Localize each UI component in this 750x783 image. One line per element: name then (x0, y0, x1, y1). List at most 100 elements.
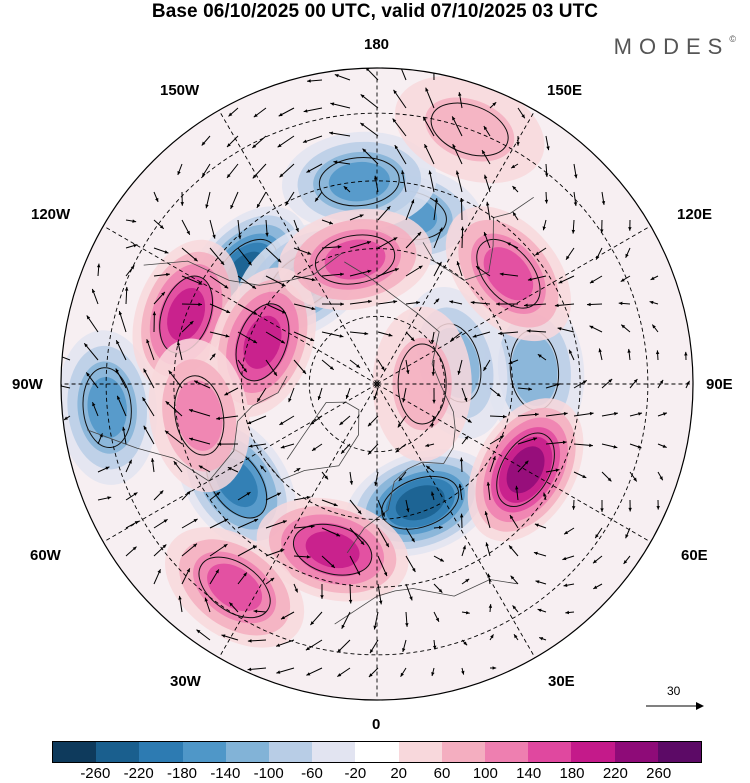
wind-arrow (563, 583, 575, 587)
wind-arrow (459, 513, 464, 529)
wind-arrow (506, 242, 519, 249)
wind-arrow (573, 163, 578, 179)
wind-arrow (164, 430, 183, 445)
wind-arrow (629, 443, 642, 449)
colorbar-swatch (182, 742, 226, 762)
wind-arrow (221, 634, 239, 641)
positive-anomaly (208, 267, 317, 418)
wind-arrow (85, 372, 99, 389)
wind-arrow (481, 149, 491, 165)
wind-arrow (237, 491, 251, 501)
wind-arrow (115, 368, 127, 389)
colorbar-swatch (139, 742, 183, 762)
wind-arrow (321, 245, 342, 249)
colorbar (52, 741, 702, 763)
colorbar-tick-label: 20 (390, 765, 407, 782)
wind-arrow (512, 605, 519, 613)
wind-arrow (153, 490, 164, 501)
wind-arrow (489, 435, 505, 445)
wind-arrow (349, 241, 372, 249)
wind-arrow (402, 639, 407, 653)
wind-arrow (629, 378, 638, 389)
wind-arrow (405, 499, 410, 513)
wind-arrow (341, 611, 351, 629)
wind-arrow (125, 219, 137, 223)
wind-arrow (293, 359, 307, 375)
wind-arrow (307, 79, 323, 83)
wind-arrow (279, 415, 295, 426)
wind-arrow (168, 370, 183, 389)
wind-arrow (280, 611, 295, 620)
wind-arrow (302, 135, 323, 143)
wind-arrow (237, 275, 257, 290)
wind-arrow (424, 143, 435, 165)
wind-arrow (237, 219, 242, 240)
colorbar-swatch (53, 742, 97, 762)
wind-arrow (651, 324, 659, 333)
wind-arrow (512, 185, 519, 193)
wind-arrow (265, 219, 269, 237)
wind-arrow (153, 291, 166, 305)
wind-arrow (517, 412, 539, 417)
wind-arrow (321, 527, 341, 537)
wind-arrow (180, 191, 184, 206)
wind-arrow (430, 415, 435, 428)
colorbar-tick-label: 260 (646, 765, 672, 782)
wind-arrow (377, 527, 390, 548)
wind-arrow (265, 577, 275, 585)
wind-arrow (433, 227, 443, 249)
wind-arrow (593, 583, 603, 590)
wind-arrow (247, 415, 267, 425)
wind-arrow (209, 569, 220, 585)
wind-arrow (657, 379, 664, 389)
wind-arrow (367, 415, 379, 427)
wind-arrow (517, 387, 533, 391)
wind-arrow (571, 499, 576, 510)
wind-arrow (278, 107, 295, 117)
negative-anomaly (345, 449, 496, 557)
wind-arrow (562, 555, 575, 561)
wind-arrow (433, 198, 439, 221)
wind-arrow (373, 175, 379, 193)
wind-arrow (451, 116, 463, 137)
wind-arrow (405, 359, 410, 375)
wind-arrow (340, 443, 351, 455)
wind-arrow (422, 116, 435, 137)
wind-arrow (657, 412, 668, 417)
wind-arrow (377, 499, 386, 517)
lon-label-180: 180 (364, 36, 390, 53)
wind-arrow (153, 544, 167, 557)
wind-arrow (573, 471, 587, 479)
colorbar-tick-label: 180 (559, 765, 585, 782)
wind-arrow (517, 107, 526, 119)
wind-arrow (337, 639, 351, 653)
wind-arrow (227, 466, 239, 473)
wind-arrow (377, 236, 398, 249)
wind-arrow (650, 275, 659, 281)
wind-arrow (321, 471, 329, 480)
wind-arrow (124, 286, 129, 305)
wind-vectors (61, 68, 690, 678)
wind-arrow (461, 610, 470, 615)
wind-arrow (196, 629, 211, 641)
wind-arrow (470, 300, 491, 305)
wind-arrow (96, 263, 101, 277)
colorbar-swatch (441, 742, 486, 762)
wind-arrow (456, 261, 463, 277)
colorbar-tick-label: -220 (123, 765, 154, 782)
wind-arrow (209, 543, 228, 557)
wind-arrow (374, 471, 379, 486)
wind-arrow (201, 163, 211, 177)
wind-arrow (125, 265, 135, 277)
wind-arrow (535, 247, 547, 256)
colorbar-swatch (571, 742, 615, 762)
wind-arrow (115, 340, 127, 361)
wind-arrow (629, 471, 638, 482)
lon-label-120e: 120E (677, 206, 713, 223)
wind-arrow (97, 466, 110, 473)
wind-arrow (224, 387, 239, 396)
wind-arrow (649, 300, 659, 305)
wind-arrow (489, 456, 496, 473)
colorbar-tick-label: -100 (253, 765, 284, 782)
colorbar-swatch (269, 742, 313, 762)
